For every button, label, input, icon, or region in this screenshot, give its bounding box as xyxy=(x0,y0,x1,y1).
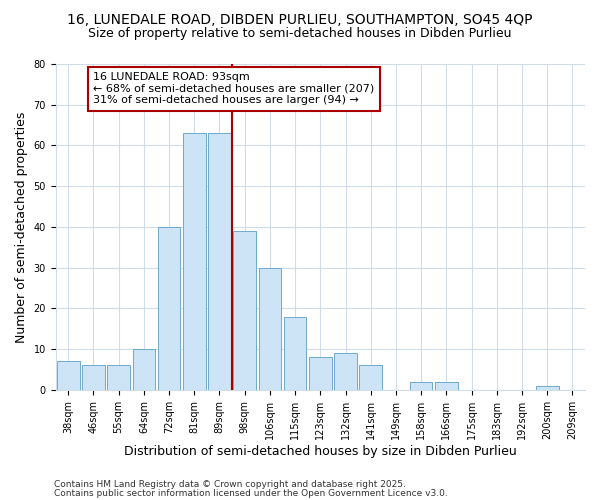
Bar xyxy=(309,358,332,390)
Bar xyxy=(359,366,382,390)
Bar xyxy=(208,133,231,390)
Bar xyxy=(82,366,105,390)
Bar xyxy=(183,133,206,390)
Y-axis label: Number of semi-detached properties: Number of semi-detached properties xyxy=(15,111,28,342)
Bar xyxy=(334,353,357,390)
Bar xyxy=(536,386,559,390)
Text: Contains HM Land Registry data © Crown copyright and database right 2025.: Contains HM Land Registry data © Crown c… xyxy=(54,480,406,489)
Bar xyxy=(57,362,80,390)
Text: Contains public sector information licensed under the Open Government Licence v3: Contains public sector information licen… xyxy=(54,488,448,498)
Bar xyxy=(410,382,433,390)
Bar xyxy=(233,231,256,390)
Text: 16 LUNEDALE ROAD: 93sqm
← 68% of semi-detached houses are smaller (207)
31% of s: 16 LUNEDALE ROAD: 93sqm ← 68% of semi-de… xyxy=(94,72,375,106)
Bar xyxy=(158,227,181,390)
Bar xyxy=(435,382,458,390)
Text: 16, LUNEDALE ROAD, DIBDEN PURLIEU, SOUTHAMPTON, SO45 4QP: 16, LUNEDALE ROAD, DIBDEN PURLIEU, SOUTH… xyxy=(67,12,533,26)
Bar xyxy=(284,316,307,390)
Bar xyxy=(107,366,130,390)
X-axis label: Distribution of semi-detached houses by size in Dibden Purlieu: Distribution of semi-detached houses by … xyxy=(124,444,517,458)
Text: Size of property relative to semi-detached houses in Dibden Purlieu: Size of property relative to semi-detach… xyxy=(88,28,512,40)
Bar xyxy=(259,268,281,390)
Bar xyxy=(133,349,155,390)
